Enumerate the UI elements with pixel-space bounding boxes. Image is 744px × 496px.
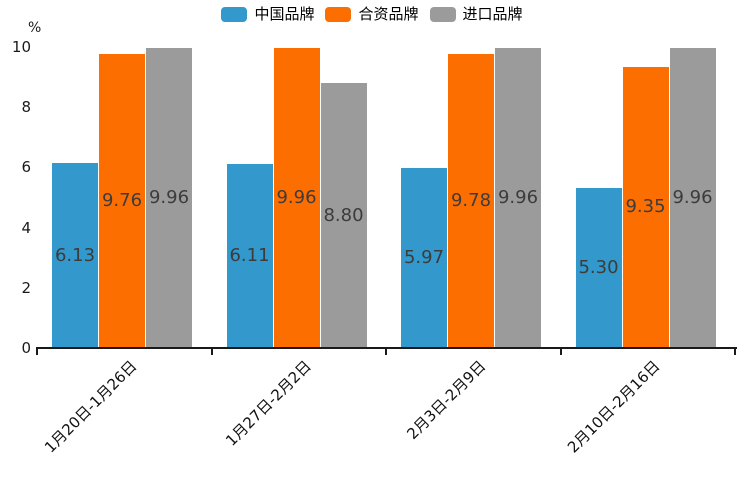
- bar-value-label: 9.96: [148, 187, 190, 209]
- bar-value-label: 9.76: [101, 190, 143, 212]
- x-axis-line: [36, 347, 737, 349]
- y-tick-label: 8: [21, 98, 31, 117]
- bar: [669, 48, 716, 348]
- legend-label: 中国品牌: [254, 5, 315, 23]
- y-tick-label: 0: [21, 339, 31, 357]
- bar: [99, 54, 145, 348]
- x-category-label: 1月27日-2月2日: [221, 357, 315, 450]
- x-category-label: 2月3日-2月9日: [402, 357, 489, 443]
- legend-item: 合资品牌: [325, 5, 419, 23]
- x-axis-tick: [385, 349, 387, 355]
- bar: [226, 164, 273, 348]
- legend-label: 合资品牌: [358, 5, 419, 23]
- bar: [401, 168, 447, 348]
- x-axis-tick: [210, 349, 213, 355]
- bar-value-label: 9.35: [625, 196, 666, 218]
- bar: [320, 83, 367, 348]
- bar: [52, 163, 98, 348]
- bar-value-label: 9.78: [450, 189, 492, 211]
- bar-value-label: 9.96: [276, 187, 317, 209]
- bar: [448, 53, 494, 348]
- legend-swatch-icon: [221, 7, 248, 22]
- bar-value-label: 5.97: [403, 247, 445, 269]
- bar-value-label: 9.96: [672, 187, 713, 209]
- legend-label: 进口品牌: [462, 5, 523, 23]
- y-tick-label: 4: [21, 218, 31, 237]
- bar: [622, 66, 669, 348]
- legend-swatch-icon: [325, 7, 352, 22]
- x-category-label: 1月20日-1月26日: [40, 357, 140, 457]
- y-tick-label: 10: [11, 38, 31, 56]
- bar-value-label: 6.11: [229, 245, 270, 267]
- legend-item: 进口品牌: [429, 5, 523, 23]
- bar-value-label: 5.30: [578, 257, 619, 279]
- legend-item: 中国品牌: [221, 7, 314, 22]
- bar: [575, 188, 622, 348]
- bar-value-label: 6.13: [54, 244, 96, 266]
- bar: [273, 48, 320, 348]
- bar: [146, 48, 192, 348]
- legend: 中国品牌 合资品牌 进口品牌: [0, 7, 744, 22]
- y-tick-label: 6: [21, 158, 31, 177]
- x-category-label: 2月10日-2月16日: [563, 357, 664, 457]
- bar-value-label: 9.96: [497, 187, 539, 209]
- bar: [495, 48, 541, 348]
- x-axis-tick: [559, 349, 562, 355]
- legend-swatch-icon: [429, 7, 456, 22]
- y-axis-unit-label: %: [28, 20, 42, 36]
- y-tick-label: 2: [21, 278, 31, 297]
- bar-value-label: 8.80: [323, 204, 364, 226]
- x-axis-tick: [36, 349, 38, 355]
- x-axis-tick: [734, 349, 736, 355]
